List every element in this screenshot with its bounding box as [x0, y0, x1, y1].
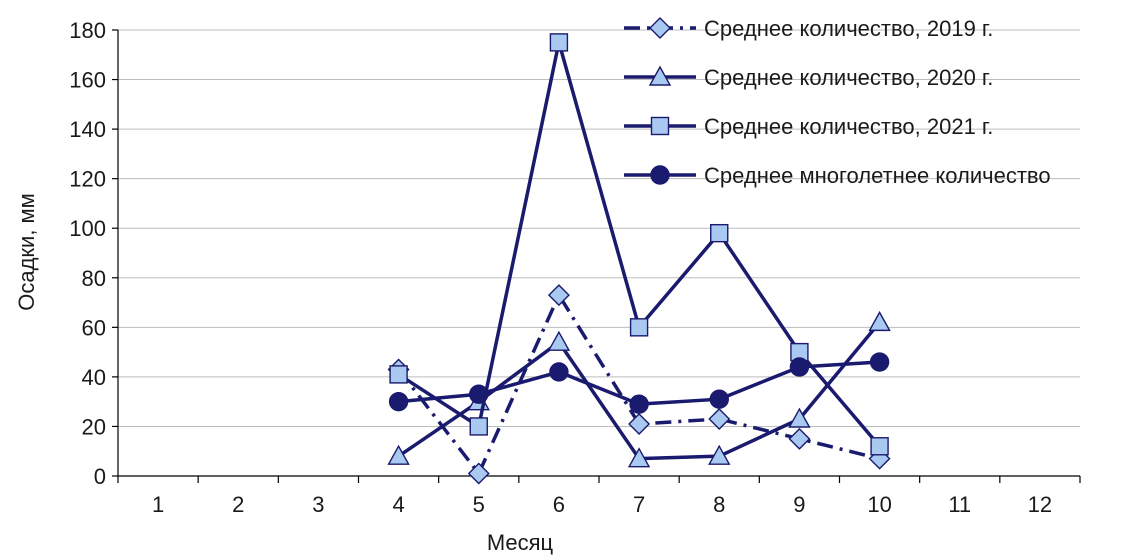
legend-marker — [650, 165, 670, 185]
data-point — [870, 437, 889, 456]
legend-item: Среднее многолетнее количество — [624, 163, 1051, 188]
data-point — [708, 444, 731, 465]
legend-item: Среднее количество, 2020 г. — [624, 65, 993, 90]
legend-marker — [650, 116, 670, 136]
y-axis-title: Осадки, мм — [14, 193, 39, 311]
x-tick-label: 1 — [152, 492, 164, 517]
data-point — [469, 384, 489, 404]
data-point — [788, 407, 811, 428]
x-tick-label: 5 — [473, 492, 485, 517]
data-point — [869, 352, 890, 372]
data-point — [788, 427, 811, 450]
y-tick-label: 160 — [69, 68, 106, 93]
x-tick-label: 11 — [948, 492, 971, 517]
data-series — [387, 33, 891, 485]
data-point — [547, 330, 571, 351]
data-point — [709, 389, 729, 409]
legend-item: Среднее количество, 2021 г. — [624, 114, 993, 139]
legend-label: Среднее количество, 2020 г. — [704, 65, 993, 90]
data-point — [710, 223, 729, 243]
series-4 — [388, 352, 890, 414]
data-point — [629, 318, 649, 337]
data-point — [549, 33, 569, 52]
legend-label: Среднее многолетнее количество — [704, 163, 1051, 188]
y-tick-label: 140 — [69, 117, 106, 142]
data-point — [789, 357, 810, 377]
x-tick-label: 7 — [633, 492, 645, 517]
data-point — [629, 394, 649, 414]
x-tick-label: 8 — [713, 492, 725, 517]
data-point — [388, 391, 409, 412]
legend-label: Среднее количество, 2021 г. — [704, 114, 993, 139]
data-point — [547, 284, 570, 307]
legend-marker — [648, 65, 672, 86]
series-line — [397, 40, 881, 448]
data-point — [549, 362, 569, 382]
data-point — [467, 462, 490, 485]
y-tick-label: 80 — [82, 266, 106, 291]
data-point — [628, 412, 651, 435]
y-tick-label: 40 — [82, 365, 106, 390]
legend: Среднее количество, 2019 г. Среднее колич… — [624, 16, 1051, 188]
legend-item: Среднее количество, 2019 г. — [624, 16, 993, 41]
x-tick-label: 3 — [312, 492, 324, 517]
legend-marker — [649, 17, 671, 39]
data-point — [389, 365, 408, 384]
y-tick-label: 20 — [82, 414, 106, 439]
y-tick-label: 180 — [69, 18, 106, 43]
x-tick-label: 9 — [793, 492, 805, 517]
x-axis-title: Месяц — [487, 530, 554, 555]
data-point — [868, 310, 891, 332]
series-3 — [389, 33, 889, 456]
x-tick-label: 2 — [232, 492, 244, 517]
legend-label: Среднее количество, 2019 г. — [704, 16, 993, 41]
data-point — [627, 447, 651, 468]
x-tick-label: 10 — [867, 492, 891, 517]
y-tick-label: 60 — [82, 315, 106, 340]
x-tick-label: 12 — [1028, 492, 1052, 517]
y-tick-label: 0 — [94, 464, 106, 489]
x-tick-label: 6 — [553, 492, 565, 517]
x-tick-label: 4 — [392, 492, 404, 517]
data-point — [469, 417, 488, 436]
y-tick-label: 120 — [69, 167, 106, 192]
data-point — [708, 408, 731, 431]
data-point — [387, 444, 410, 465]
y-tick-label: 100 — [69, 216, 106, 241]
